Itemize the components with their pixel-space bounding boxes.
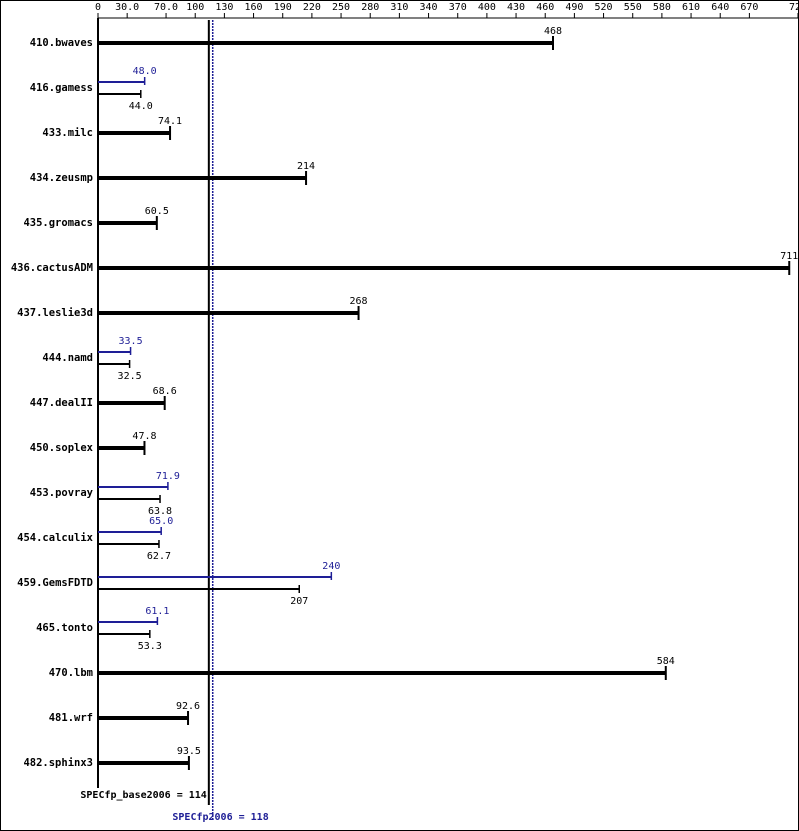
base-bar xyxy=(98,633,150,635)
x-tick-label: 0 xyxy=(95,2,101,13)
x-tick-label: 490 xyxy=(565,2,583,13)
x-tick-label: 400 xyxy=(478,2,496,13)
bar xyxy=(98,221,157,225)
category-label: 482.sphinx3 xyxy=(23,757,93,769)
peak-bar xyxy=(98,486,168,488)
category-label: 450.soplex xyxy=(30,442,94,454)
data-label: 468 xyxy=(544,26,562,37)
data-label: 48.0 xyxy=(133,66,157,77)
data-label: 93.5 xyxy=(177,746,201,757)
x-tick-label: 430 xyxy=(507,2,525,13)
bar xyxy=(98,131,171,135)
peak-bar xyxy=(98,351,131,353)
category-label: 437.leslie3d xyxy=(17,307,93,319)
x-tick-label: 100 xyxy=(186,2,204,13)
peak-bar xyxy=(98,531,162,533)
x-tick-label: 220 xyxy=(303,2,321,13)
data-label: 53.3 xyxy=(138,641,162,652)
category-label: 435.gromacs xyxy=(23,217,93,229)
x-tick-label: 670 xyxy=(740,2,758,13)
bar xyxy=(98,446,145,450)
peak-bar xyxy=(98,81,145,83)
category-label: 434.zeusmp xyxy=(30,172,93,184)
bar xyxy=(98,176,307,180)
category-label: 465.tonto xyxy=(36,622,93,634)
category-label: 453.povray xyxy=(30,487,94,499)
base-bar xyxy=(98,363,130,365)
reference-label: SPECfp2006 = 118 xyxy=(172,812,268,823)
bar xyxy=(98,761,189,765)
data-label: 47.8 xyxy=(132,431,156,442)
x-tick-label: 580 xyxy=(653,2,671,13)
data-label: 74.1 xyxy=(158,116,182,127)
x-tick-label: 250 xyxy=(332,2,350,13)
bar xyxy=(98,401,165,405)
x-tick-label: 310 xyxy=(390,2,408,13)
data-label: 63.8 xyxy=(148,506,172,517)
x-tick-label: 640 xyxy=(711,2,729,13)
bar xyxy=(98,41,553,45)
data-label: 71.9 xyxy=(156,471,180,482)
x-tick-label: 160 xyxy=(245,2,263,13)
category-label: 481.wrf xyxy=(49,712,93,724)
category-label: 459.GemsFDTD xyxy=(17,577,93,589)
category-label: 447.dealII xyxy=(30,397,93,409)
category-label: 436.cactusADM xyxy=(11,262,93,274)
x-tick-label: 550 xyxy=(624,2,642,13)
peak-bar xyxy=(98,576,332,578)
bar xyxy=(98,671,666,675)
x-tick-label: 520 xyxy=(595,2,613,13)
data-label: 240 xyxy=(322,561,340,572)
peak-bar xyxy=(98,621,158,623)
x-tick-label: 190 xyxy=(274,2,292,13)
x-tick-label: 720 xyxy=(789,2,799,13)
base-bar xyxy=(98,588,300,590)
data-label: 92.6 xyxy=(176,701,200,712)
base-bar xyxy=(98,93,141,95)
data-label: 33.5 xyxy=(119,336,143,347)
category-label: 470.lbm xyxy=(49,667,93,679)
data-label: 711 xyxy=(780,251,798,262)
data-label: 32.5 xyxy=(118,371,142,382)
data-label: 268 xyxy=(350,296,368,307)
data-label: 62.7 xyxy=(147,551,171,562)
x-tick-label: 610 xyxy=(682,2,700,13)
x-tick-label: 70.0 xyxy=(154,2,178,13)
x-tick-label: 340 xyxy=(420,2,438,13)
category-label: 444.namd xyxy=(42,352,93,364)
data-label: 60.5 xyxy=(145,206,169,217)
base-bar xyxy=(98,543,159,545)
data-label: 214 xyxy=(297,161,315,172)
reference-label: SPECfp_base2006 = 114 xyxy=(80,790,206,801)
data-label: 65.0 xyxy=(149,516,173,527)
category-label: 416.gamess xyxy=(30,82,93,94)
x-tick-label: 30.0 xyxy=(115,2,139,13)
x-tick-label: 130 xyxy=(215,2,233,13)
x-tick-label: 280 xyxy=(361,2,379,13)
base-bar xyxy=(98,498,161,500)
category-label: 410.bwaves xyxy=(30,37,93,49)
x-tick-label: 460 xyxy=(536,2,554,13)
data-label: 584 xyxy=(657,656,675,667)
data-label: 68.6 xyxy=(153,386,177,397)
x-tick-label: 370 xyxy=(449,2,467,13)
bar xyxy=(98,311,359,315)
category-label: 433.milc xyxy=(42,127,93,139)
data-label: 207 xyxy=(290,596,308,607)
data-label: 61.1 xyxy=(145,606,169,617)
bar xyxy=(98,716,189,720)
data-label: 44.0 xyxy=(129,101,153,112)
bar xyxy=(98,266,790,270)
category-label: 454.calculix xyxy=(17,532,94,544)
